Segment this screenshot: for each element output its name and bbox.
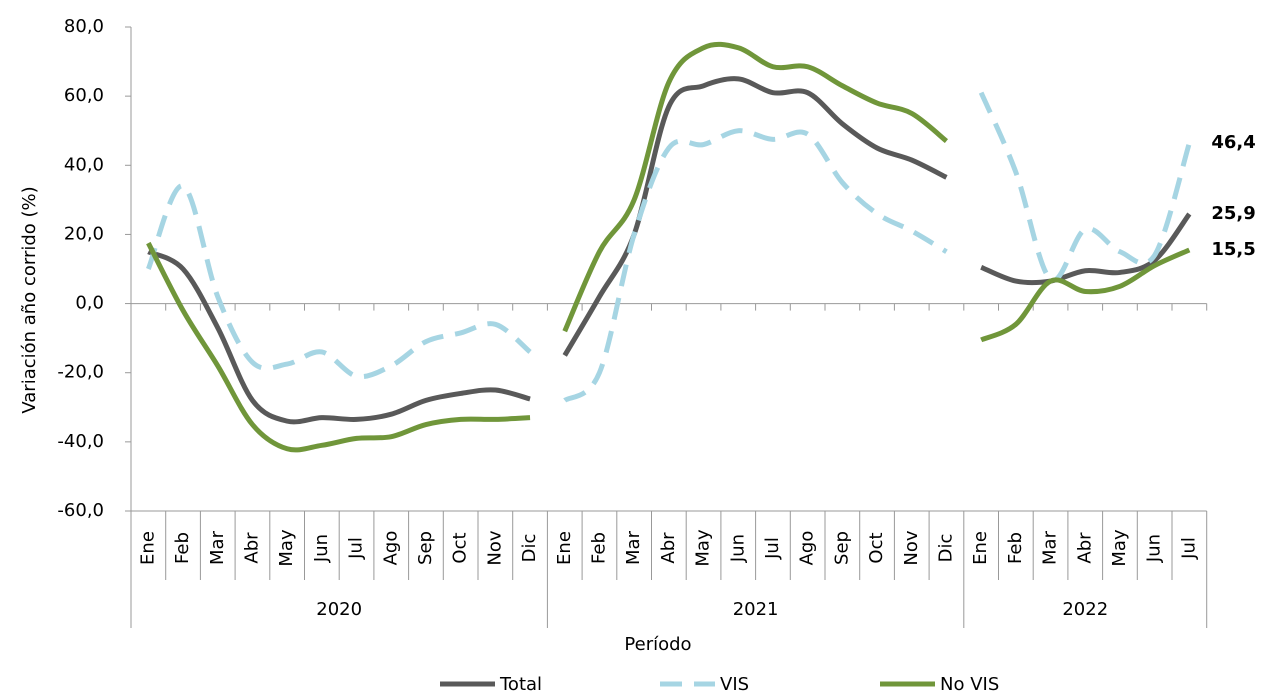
y-tick-label: 60,0 — [64, 85, 104, 106]
x-tick-label: Ene — [554, 531, 575, 565]
y-tick-label: -60,0 — [57, 500, 104, 521]
line-series — [980, 247, 1191, 343]
y-axis-label: Variación año corrido (%) — [19, 186, 40, 413]
y-tick-label: 0,0 — [75, 293, 104, 314]
x-tick-label: Feb — [1005, 532, 1026, 564]
x-tick-label: Ago — [797, 531, 818, 566]
legend-label: Total — [499, 674, 542, 695]
x-tick-label: Mar — [623, 530, 644, 565]
x-tick-label: Nov — [484, 530, 505, 565]
x-tick-label: Abr — [658, 532, 679, 564]
y-tick-label: 40,0 — [64, 154, 104, 175]
x-tick-label: Ene — [970, 531, 991, 565]
x-axis-label: Período — [624, 634, 691, 655]
x-tick-label: Nov — [901, 530, 922, 565]
x-tick-label: Abr — [241, 532, 262, 564]
group-label: 2020 — [316, 599, 362, 620]
x-tick-label: Jun — [1144, 534, 1165, 563]
line-series — [563, 128, 948, 403]
x-tick-label: Mar — [207, 530, 228, 565]
x-tick-label: May — [1109, 529, 1130, 567]
x-tick-label: May — [276, 529, 297, 567]
line-series — [978, 91, 1192, 283]
x-tick-label: Sep — [831, 531, 852, 565]
y-tick-label: 80,0 — [64, 16, 104, 37]
x-tick-label: Sep — [415, 531, 436, 565]
line-series — [146, 183, 532, 380]
x-tick-label: Oct — [866, 532, 887, 563]
x-tick-label: May — [693, 529, 714, 567]
y-tick-label: 20,0 — [64, 223, 104, 244]
x-tick-label: Mar — [1040, 530, 1061, 565]
x-tick-label: Jun — [311, 534, 332, 563]
x-tick-label: Feb — [172, 532, 193, 564]
line-series — [147, 249, 531, 425]
x-tick-label: Jul — [346, 537, 367, 560]
x-tick-label: Jul — [1178, 537, 1199, 560]
value-label: 15,5 — [1211, 239, 1255, 260]
group-label: 2021 — [733, 599, 779, 620]
x-tick-label: Jun — [727, 534, 748, 563]
line-series — [146, 241, 531, 453]
group-label: 2022 — [1062, 599, 1108, 620]
x-tick-label: Dic — [519, 534, 540, 563]
x-tick-label: Ago — [380, 531, 401, 566]
y-tick-label: -20,0 — [57, 362, 104, 383]
legend-label: VIS — [720, 674, 749, 695]
x-tick-label: Feb — [588, 532, 609, 564]
x-tick-label: Jul — [762, 537, 783, 560]
line-series — [562, 76, 948, 357]
x-tick-label: Abr — [1074, 532, 1095, 564]
x-tick-label: Oct — [450, 532, 471, 563]
x-tick-label: Ene — [137, 531, 158, 565]
y-tick-label: -40,0 — [57, 431, 104, 452]
legend-label: No VIS — [940, 674, 999, 695]
x-tick-label: Dic — [935, 534, 956, 563]
line-series — [980, 212, 1192, 286]
value-label: 25,9 — [1211, 203, 1255, 224]
line-series — [562, 41, 949, 333]
value-label: 46,4 — [1211, 132, 1255, 153]
